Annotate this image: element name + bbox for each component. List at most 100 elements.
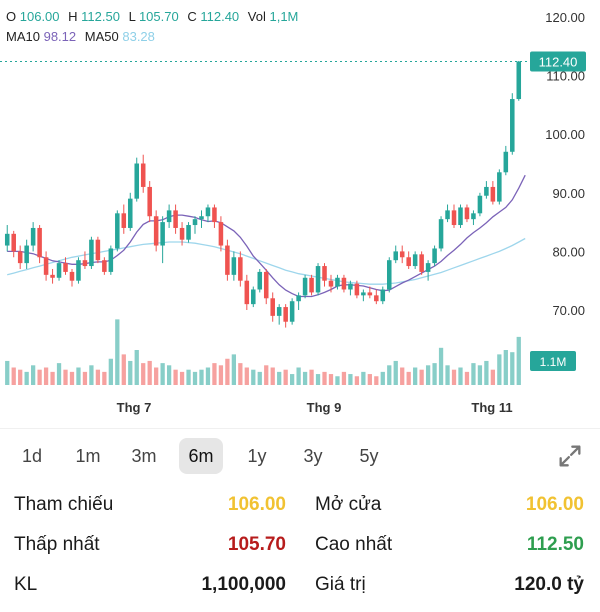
volume-bar <box>380 371 385 385</box>
volume-bar <box>160 363 165 385</box>
volume-bar <box>490 369 495 385</box>
open-value: 106.00 <box>19 9 60 24</box>
candle-body <box>309 277 314 293</box>
volume-bar <box>95 369 101 385</box>
tab-5y[interactable]: 5y <box>359 446 379 466</box>
volume-bar <box>290 374 295 385</box>
volume-bar <box>134 350 139 385</box>
volume-bar <box>458 367 463 385</box>
candle-body <box>63 263 68 272</box>
tab-3y[interactable]: 3y <box>303 446 323 466</box>
volume-value: 1,1M <box>269 9 299 24</box>
candle-body <box>419 254 424 272</box>
open-label: O <box>6 9 17 24</box>
candle-body <box>497 172 502 202</box>
volume-bar <box>387 365 392 385</box>
candle-body <box>160 222 165 246</box>
trade-value: 120.0 tỷ <box>514 574 584 595</box>
candle-body <box>115 213 120 249</box>
volume-bar <box>464 371 470 385</box>
volume-bar <box>328 374 334 385</box>
low-label: Thấp nhất <box>14 534 100 555</box>
price-chart[interactable]: 120.00 110.00 100.00 90.00 80.00 70.00 112.40 1… <box>0 0 600 425</box>
tab-3m[interactable]: 3m <box>131 446 157 466</box>
candle-body <box>218 222 224 246</box>
candle-body <box>69 271 75 281</box>
low-value: 105.70 <box>227 534 286 555</box>
ma10-label: MA10 <box>6 29 40 44</box>
volume-label: Vol <box>247 9 266 24</box>
volume-bar <box>199 369 204 385</box>
candle-body <box>251 289 256 305</box>
tab-1y[interactable]: 1y <box>247 446 267 466</box>
candle-body <box>50 274 55 278</box>
volume-bar <box>419 369 424 385</box>
volume-bar <box>432 363 437 385</box>
candle-body <box>173 210 178 228</box>
candle-body <box>503 151 509 173</box>
candle-body <box>102 260 107 272</box>
volume-bar <box>192 371 198 385</box>
candle-body <box>89 239 94 267</box>
candle-body <box>76 260 81 281</box>
volume-bar <box>102 371 107 385</box>
info-row-ref-open: Tham chiếu 106.00 Mở cửa 106.00 <box>0 494 600 532</box>
volume-bar <box>69 371 75 385</box>
last-price-tag <box>530 51 586 72</box>
volume-bar <box>477 365 483 385</box>
volume-bar <box>121 354 126 385</box>
candlestick-chart[interactable]: 120.00 110.00 100.00 90.00 80.00 70.00 112.40 1… <box>0 0 600 425</box>
volume-bar <box>510 352 515 385</box>
volume-bar <box>166 365 172 385</box>
volume-bar <box>89 365 94 385</box>
volume-bar <box>82 371 88 385</box>
high-label: Cao nhất <box>315 534 393 555</box>
volume-bar <box>348 374 353 385</box>
low-value: 105.70 <box>138 9 179 24</box>
volume-bar <box>425 365 431 385</box>
candle-body <box>341 277 347 290</box>
trade-value-label: Giá trị <box>315 574 366 595</box>
expand-icon[interactable] <box>556 442 584 470</box>
candle-body <box>315 266 321 293</box>
volume-bar <box>147 360 152 385</box>
candle-body <box>516 61 522 100</box>
candle-body <box>374 295 379 302</box>
chart-divider <box>0 428 600 429</box>
volume-bar <box>438 347 444 385</box>
volume-bar <box>335 376 340 385</box>
volume-bar <box>309 369 314 385</box>
volume-bar <box>218 365 224 385</box>
volume-bar <box>322 371 327 385</box>
volume-bar <box>63 369 68 385</box>
candle-body <box>302 277 308 296</box>
volume-bar <box>393 360 398 385</box>
candle-body <box>432 248 437 264</box>
low-label: L <box>128 9 136 24</box>
open-label: Mở cửa <box>315 494 382 515</box>
tab-1d[interactable]: 1d <box>21 446 43 466</box>
candle-body <box>179 227 185 240</box>
candle-body <box>322 266 327 281</box>
volume-bar <box>315 374 321 385</box>
ohlc-legend: O 106.00 H 112.50 L 105.70 C 112.40 Vol … <box>6 9 303 24</box>
candle-body <box>510 99 515 152</box>
candle-body <box>438 219 444 249</box>
candle-body <box>43 257 49 275</box>
y-tick-label: 120.00 <box>545 10 585 25</box>
volume-bar <box>37 369 42 385</box>
volume-bar <box>212 363 217 385</box>
volume-bar <box>451 369 457 385</box>
x-tick-label: Thg 7 <box>117 400 152 415</box>
kl-value: 1,100,000 <box>201 574 286 595</box>
candle-body <box>238 257 243 281</box>
volume-tag-label: 1.1M <box>540 355 567 369</box>
volume-bar <box>115 319 120 385</box>
volume-bar <box>413 367 418 385</box>
tab-1m[interactable]: 1m <box>75 446 101 466</box>
tab-6m[interactable]: 6m <box>179 438 223 474</box>
candle-body <box>24 245 29 264</box>
candle-body <box>37 227 42 258</box>
volume-bar <box>108 358 113 385</box>
volume-bar <box>56 363 62 385</box>
